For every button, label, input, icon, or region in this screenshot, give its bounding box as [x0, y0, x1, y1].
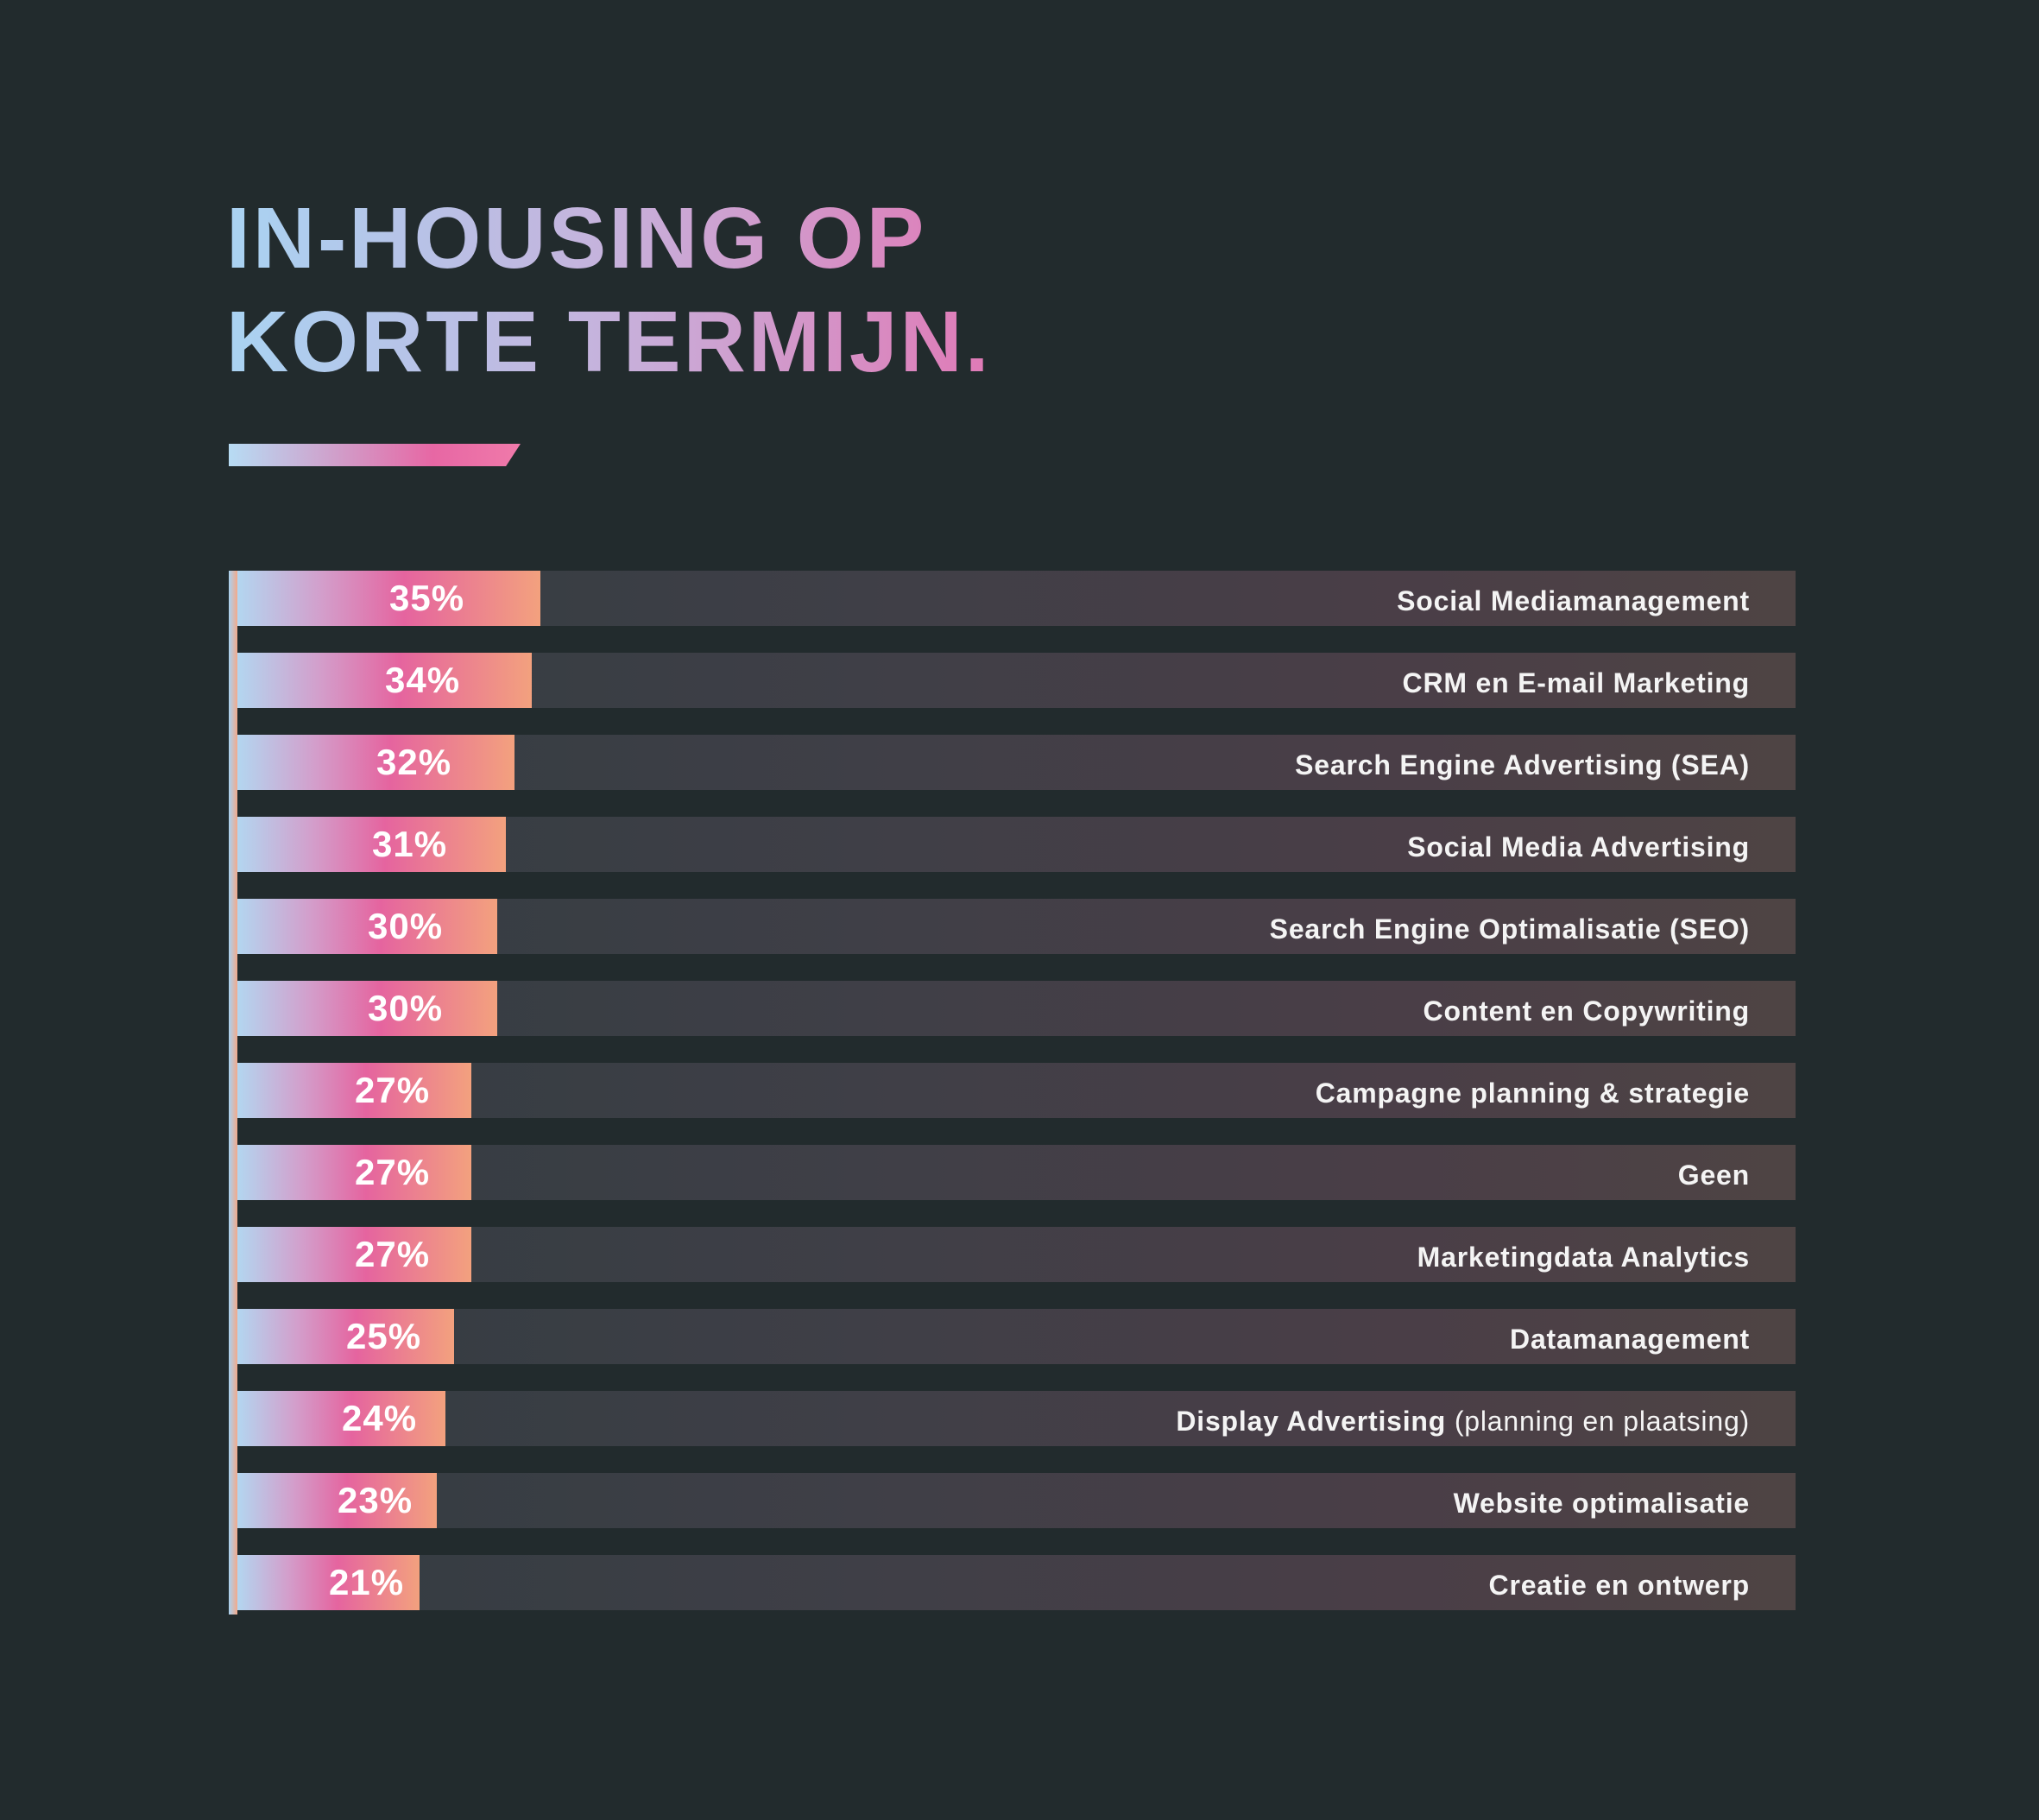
bar-row: 24% Display Advertising (planning en plaa…	[229, 1391, 1796, 1446]
bar-track	[237, 1473, 1796, 1528]
category-name: Social Media Advertising	[1407, 831, 1750, 863]
bar	[237, 1063, 471, 1118]
bar-value-label: 31%	[372, 824, 448, 864]
bar-track	[237, 1063, 1796, 1118]
category-name: Website optimalisatie	[1453, 1488, 1750, 1519]
axis-baseline	[229, 571, 237, 1615]
bar	[237, 899, 497, 954]
bar-value-label: 23%	[338, 1480, 413, 1520]
bar-row: 31% Social Media Advertising	[229, 817, 1796, 872]
bar	[237, 1227, 471, 1282]
bar-category-label: Display Advertising (planning en plaatsi…	[1176, 1391, 1750, 1446]
bar-category-label: Website optimalisatie	[1454, 1473, 1750, 1528]
category-name: Social Mediamanagement	[1397, 585, 1750, 616]
category-suffix: (planning en plaatsing)	[1446, 1406, 1750, 1437]
bar-category-label: Datamanagement	[1510, 1309, 1750, 1364]
chart-title: IN-HOUSING OP KORTE TERMIJN.	[226, 186, 991, 394]
bar-value-label: 27%	[355, 1070, 431, 1110]
category-name: CRM en E-mail Marketing	[1402, 667, 1750, 698]
bar-value-label: 27%	[355, 1234, 431, 1274]
bar-value-label: 30%	[368, 988, 444, 1028]
bar-row: 25% Datamanagement	[229, 1309, 1796, 1364]
category-name: Creatie en ontwerp	[1488, 1570, 1750, 1601]
bar	[237, 1309, 454, 1364]
bar-chart: 35% Social Mediamanagement 34% CRM en E-mai…	[229, 571, 1796, 1615]
category-name: Display Advertising	[1176, 1406, 1447, 1437]
bar-track	[237, 1309, 1796, 1364]
bar-category-label: Creatie en ontwerp	[1489, 1555, 1750, 1610]
bar-row: 35% Social Mediamanagement	[229, 571, 1796, 626]
bar-track	[237, 1145, 1796, 1200]
bar-value-label: 21%	[329, 1562, 405, 1602]
bar-row: 27% Geen	[229, 1145, 1796, 1200]
category-name: Search Engine Advertising (SEA)	[1295, 749, 1750, 780]
chart-title-line-2: KORTE TERMIJN.	[226, 294, 992, 390]
category-name: Content en Copywriting	[1423, 995, 1750, 1027]
bar-row: 30% Search Engine Optimalisatie (SEO)	[229, 899, 1796, 954]
bar-category-label: CRM en E-mail Marketing	[1403, 653, 1750, 708]
bar	[237, 817, 506, 872]
category-name: Campagne planning & strategie	[1315, 1077, 1750, 1109]
accent-underline	[229, 444, 521, 466]
bar-value-label: 32%	[376, 742, 452, 782]
bar-category-label: Content en Copywriting	[1424, 981, 1750, 1036]
bar-row: 21% Creatie en ontwerp	[229, 1555, 1796, 1610]
bar-category-label: Social Media Advertising	[1407, 817, 1750, 872]
bar-category-label: Geen	[1678, 1145, 1750, 1200]
category-name: Search Engine Optimalisatie (SEO)	[1269, 913, 1750, 945]
category-name: Datamanagement	[1510, 1324, 1750, 1355]
bar-value-label: 27%	[355, 1152, 431, 1192]
bar-category-label: Social Mediamanagement	[1397, 571, 1750, 626]
bar-value-label: 35%	[389, 578, 465, 618]
bar-row: 34% CRM en E-mail Marketing	[229, 653, 1796, 708]
chart-title-line-1: IN-HOUSING OP	[226, 190, 927, 287]
bar-row: 23% Website optimalisatie	[229, 1473, 1796, 1528]
bar-category-label: Search Engine Optimalisatie (SEO)	[1270, 899, 1750, 954]
bar-row: 27% Marketingdata Analytics	[229, 1227, 1796, 1282]
bar-value-label: 25%	[346, 1316, 422, 1356]
bar	[237, 735, 514, 790]
bar	[237, 981, 497, 1036]
bar	[237, 653, 532, 708]
bar-value-label: 24%	[342, 1398, 418, 1438]
bar-value-label: 34%	[385, 660, 461, 700]
category-name: Geen	[1677, 1160, 1750, 1191]
bar	[237, 571, 540, 626]
bar	[237, 1473, 437, 1528]
bar-track	[237, 1227, 1796, 1282]
bar	[237, 1391, 445, 1446]
bar-category-label: Search Engine Advertising (SEA)	[1295, 735, 1750, 790]
bar-row: 30% Content en Copywriting	[229, 981, 1796, 1036]
category-name: Marketingdata Analytics	[1417, 1242, 1750, 1273]
bar	[237, 1555, 420, 1610]
bar	[237, 1145, 471, 1200]
bar-category-label: Marketingdata Analytics	[1417, 1227, 1750, 1282]
bar-row: 32% Search Engine Advertising (SEA)	[229, 735, 1796, 790]
bar-category-label: Campagne planning & strategie	[1316, 1063, 1750, 1118]
bar-track	[237, 1555, 1796, 1610]
bar-value-label: 30%	[368, 906, 444, 946]
bar-row: 27% Campagne planning & strategie	[229, 1063, 1796, 1118]
bar-track	[237, 1391, 1796, 1446]
